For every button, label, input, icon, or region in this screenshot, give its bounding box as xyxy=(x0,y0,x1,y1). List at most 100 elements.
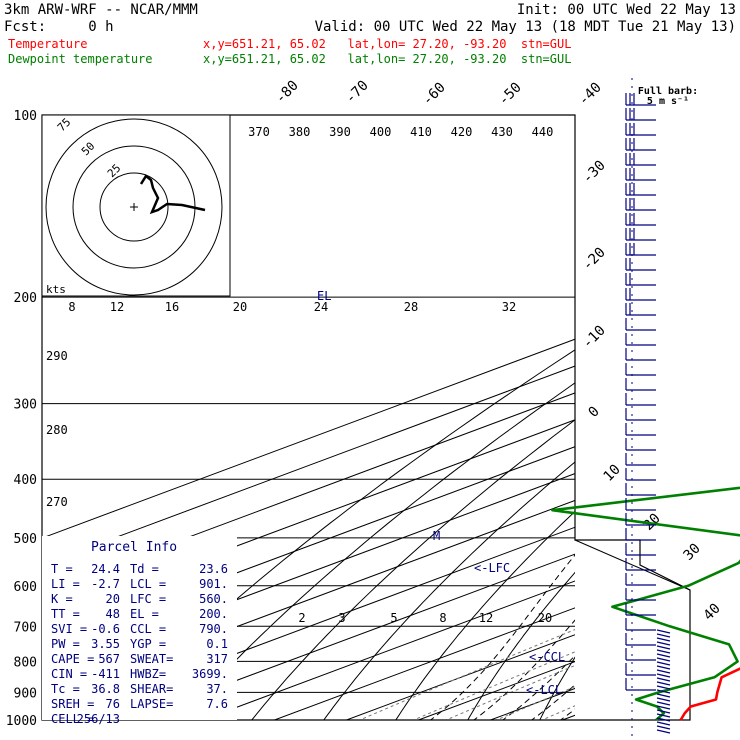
parcel-info-cell: 567 xyxy=(98,652,120,666)
wind-barb-low xyxy=(656,681,671,686)
parcel-info-cell: 3.55 xyxy=(91,637,120,651)
dry-adiabat xyxy=(395,510,575,720)
wind-barb xyxy=(625,363,656,376)
parcel-info-box: Parcel Info T = 24.4 Td = 23.6 LI = -2.7 LCL = 9… xyxy=(42,536,237,726)
wind-barb xyxy=(625,258,656,271)
hodograph-units: kts xyxy=(46,283,66,296)
wind-speed-tick-label: 16 xyxy=(165,300,179,314)
wind-barb xyxy=(625,303,656,316)
parcel-info-cell: LI = xyxy=(51,577,80,591)
dry-adiabat xyxy=(607,115,740,732)
wind-barb xyxy=(625,378,656,391)
temperature-profile xyxy=(679,667,740,721)
wind-barb-low xyxy=(656,641,671,646)
theta-label: 270 xyxy=(46,495,68,509)
wind-barb-low xyxy=(656,685,671,690)
dewpoint-legend: Dewpoint temperature xyxy=(8,52,153,66)
parcel-info-cell: LCL = xyxy=(130,577,166,591)
parcel-info-cell: 37. xyxy=(206,682,228,696)
wind-barb xyxy=(625,408,656,421)
pressure-tick-label: 300 xyxy=(14,398,37,413)
wind-barb-low xyxy=(656,705,671,710)
parcel-info-cell: TT = xyxy=(51,607,80,621)
theta-label: 280 xyxy=(46,423,68,437)
wind-barb xyxy=(625,288,656,301)
wind-barb xyxy=(625,573,656,586)
parcel-info-cell: 24.4 xyxy=(91,562,120,576)
temperature-tick-label: -40 xyxy=(576,80,605,109)
dewpoint-profile xyxy=(551,486,740,721)
temperature-tick-label: 10 xyxy=(601,462,624,485)
hodograph-ring xyxy=(45,118,223,296)
temperature-tick-label: -60 xyxy=(420,80,449,109)
parcel-info-cell: 76 xyxy=(106,697,120,711)
dry-adiabat xyxy=(251,419,575,720)
parcel-info-cell: 0.1 xyxy=(206,637,228,651)
parcel-info-cell: CAPE = xyxy=(51,652,94,666)
wind-barb xyxy=(625,483,656,496)
wind-barb xyxy=(625,513,656,526)
parcel-info-cell: SHEAR= xyxy=(130,682,173,696)
theta-e-label: 420 xyxy=(451,125,473,139)
parcel-info-cell: SREH = xyxy=(51,697,94,711)
parcel-info-cell: 560. xyxy=(199,592,228,606)
wind-speed-tick-label: 32 xyxy=(502,300,516,314)
theta-e-label: 400 xyxy=(370,125,392,139)
wind-barb-low xyxy=(656,725,671,730)
wind-barb-low xyxy=(656,713,671,718)
parcel-info-cell: PW = xyxy=(51,637,80,651)
wind-barb-low xyxy=(656,665,671,670)
hodograph-ring xyxy=(99,172,169,242)
pressure-tick-label: 600 xyxy=(14,580,37,595)
wind-barb xyxy=(625,198,656,211)
mixing-ratio-line xyxy=(495,686,575,720)
sounding-profiles xyxy=(551,486,740,721)
mixing-ratio-line xyxy=(358,629,575,720)
wind-barb xyxy=(625,618,656,631)
pressure-tick-label: 200 xyxy=(14,291,37,306)
level-annotation: <-LFC xyxy=(474,561,510,575)
wind-barb-low xyxy=(656,673,671,678)
wind-barb xyxy=(625,468,656,481)
isotherm-line xyxy=(418,661,575,720)
wind-barb xyxy=(625,558,656,571)
wind-barb xyxy=(625,438,656,451)
mixing-ratio-label: 20 xyxy=(538,611,552,625)
mixing-ratio-label: 2 xyxy=(298,611,305,625)
wind-barb xyxy=(625,318,656,331)
dry-adiabat xyxy=(323,461,575,720)
isotherm-line xyxy=(42,338,575,539)
wind-barb xyxy=(625,183,656,196)
hodograph-origin xyxy=(130,203,138,211)
wind-barb xyxy=(625,273,656,286)
parcel-info-title: Parcel Info xyxy=(91,540,177,555)
parcel-info-cell: 7.6 xyxy=(206,697,228,711)
pressure-tick-label: 900 xyxy=(14,686,37,701)
level-annotation: <-CCL xyxy=(529,650,565,664)
wind-barb-low xyxy=(656,657,671,662)
wind-barb xyxy=(625,393,656,406)
moist-adiabat xyxy=(629,272,740,733)
wind-barb-low xyxy=(656,709,671,714)
isotherm-line xyxy=(635,115,740,720)
parcel-info-cell: -411 xyxy=(91,667,120,681)
temperature-tick-label: 30 xyxy=(681,541,704,564)
wind-barb xyxy=(625,228,656,241)
wind-barb xyxy=(625,138,656,151)
parcel-info-cell: CCL = xyxy=(130,622,166,636)
wind-speed-tick-label: 12 xyxy=(110,300,124,314)
parcel-info-cell: LAPSE= xyxy=(130,697,173,711)
parcel-info-cell: 3699. xyxy=(192,667,228,681)
wind-speed-tick-label: 24 xyxy=(314,300,328,314)
parcel-info-cell: Tc = xyxy=(51,682,80,696)
wind-barb-low xyxy=(656,649,671,654)
theta-e-label: 430 xyxy=(491,125,513,139)
plot-frame xyxy=(41,114,691,721)
dewpoint-station-info: x,y=651.21, 65.02 lat,lon= 27.20, -93.20… xyxy=(203,52,571,66)
wind-barb xyxy=(625,108,656,121)
moist-adiabat xyxy=(530,684,575,720)
wind-barb xyxy=(625,648,656,661)
wind-barb xyxy=(625,603,656,616)
isotherm-line xyxy=(42,392,575,593)
